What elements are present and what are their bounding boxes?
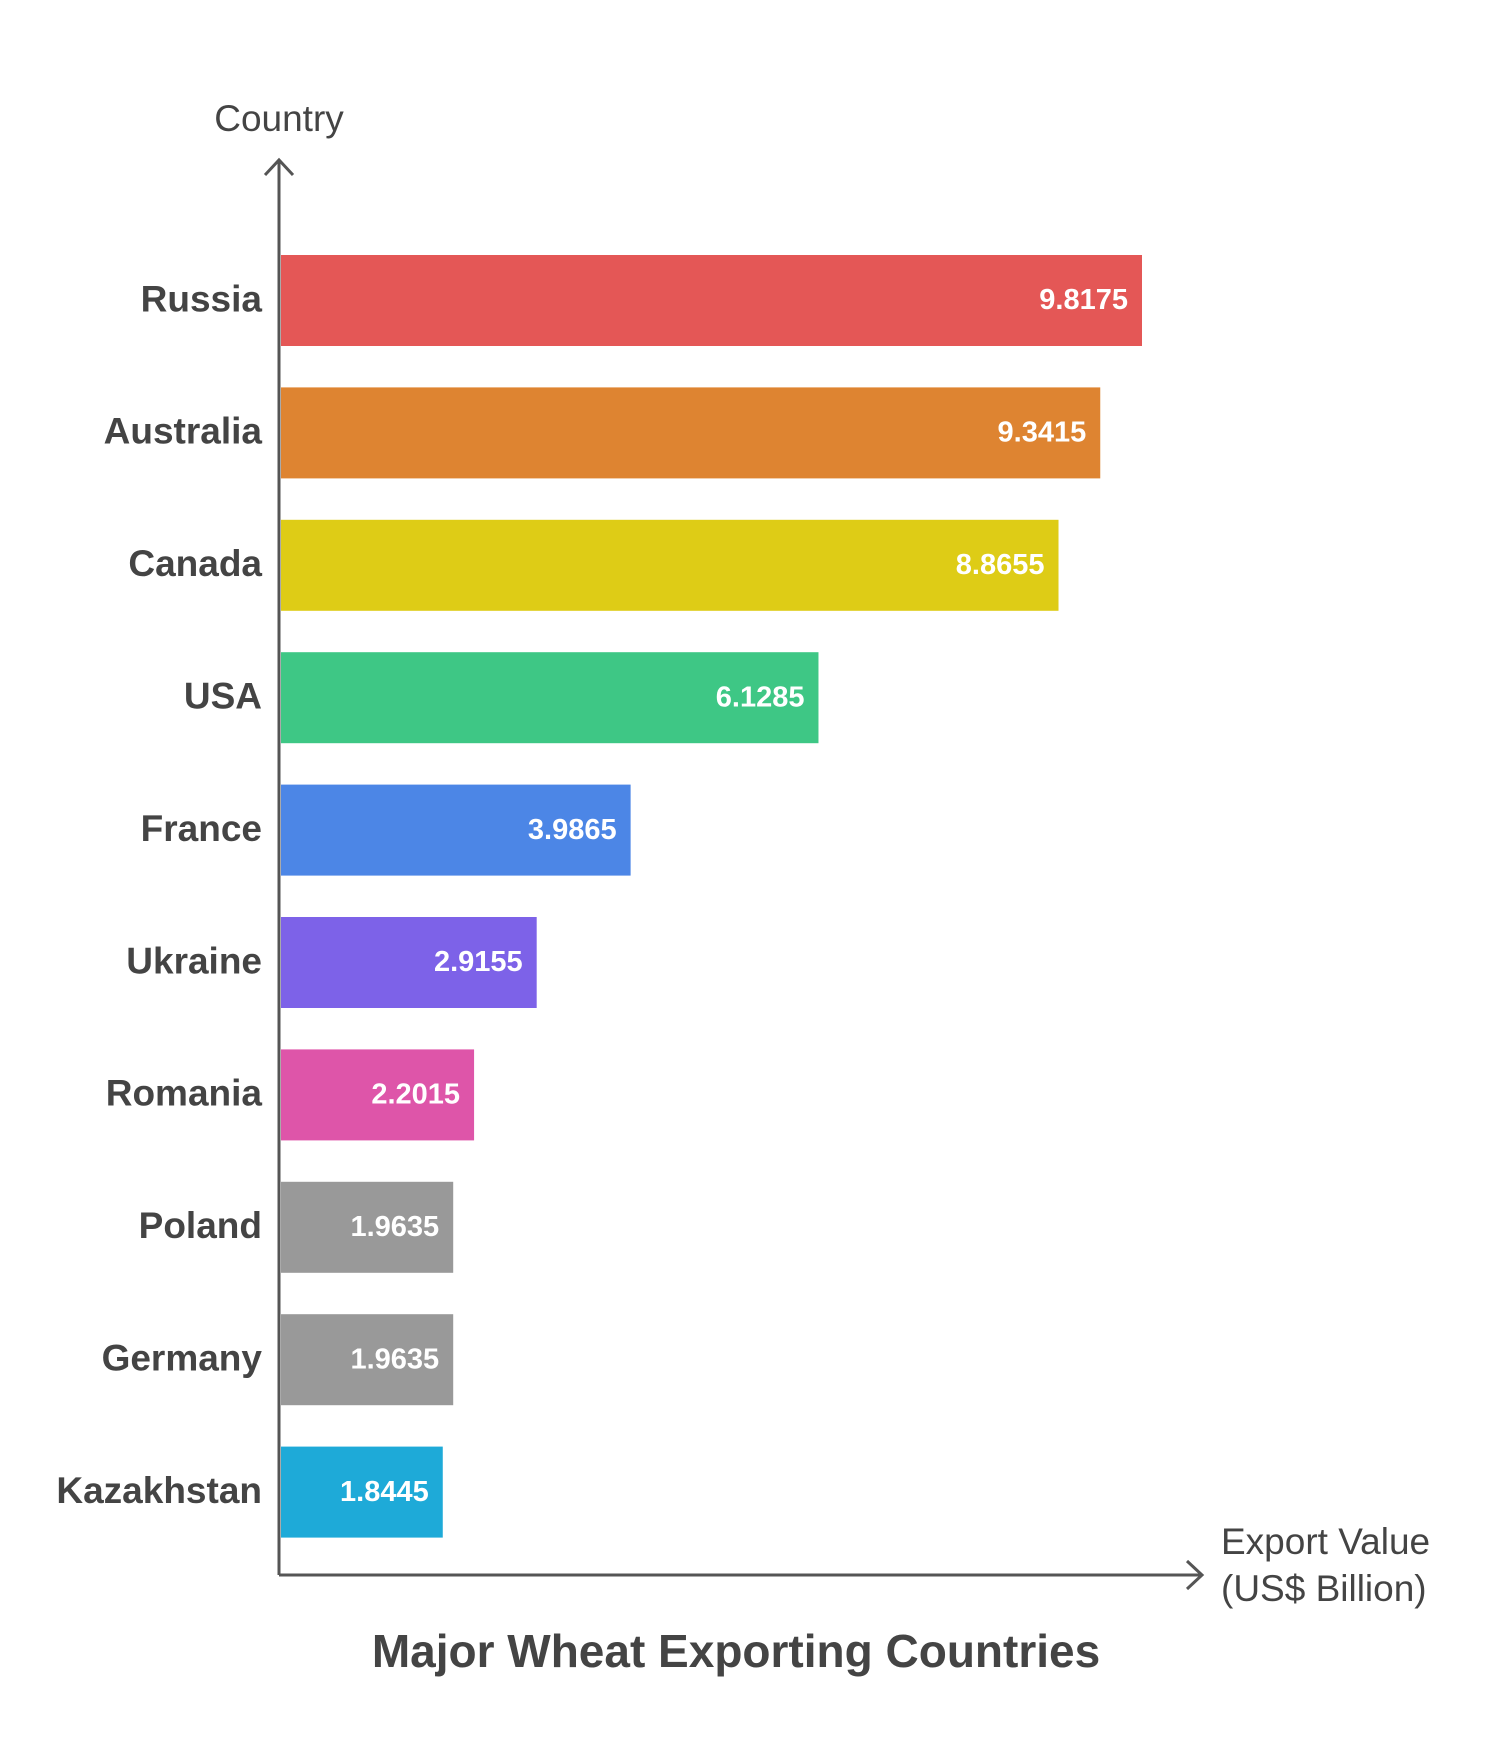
- category-label: Canada: [128, 543, 262, 584]
- category-label: Australia: [104, 411, 263, 452]
- category-label: Poland: [139, 1205, 262, 1246]
- bar: [281, 519, 1059, 611]
- category-label: Germany: [102, 1337, 263, 1378]
- value-label: 9.3415: [998, 417, 1087, 449]
- bar: [281, 1446, 443, 1538]
- bar: [281, 1314, 454, 1406]
- category-label: Ukraine: [126, 940, 262, 981]
- y-axis-label: Country: [214, 98, 344, 139]
- value-label: 1.9635: [350, 1343, 439, 1375]
- bar: [281, 784, 631, 876]
- y-axis-arrow: [263, 157, 295, 177]
- category-label: Kazakhstan: [56, 1470, 262, 1511]
- value-label: 1.9635: [350, 1211, 439, 1243]
- bar: [281, 255, 1142, 346]
- value-label: 3.9865: [528, 814, 617, 846]
- x-axis-arrow: [1185, 1559, 1205, 1591]
- category-label: USA: [184, 675, 262, 716]
- chart-title: Major Wheat Exporting Countries: [372, 1625, 1100, 1677]
- value-label: 9.8175: [1039, 284, 1128, 316]
- category-label: France: [141, 808, 262, 849]
- category-label: Romania: [106, 1073, 263, 1114]
- bar: [281, 652, 819, 744]
- value-label: 2.9155: [434, 946, 523, 978]
- bar: [281, 1049, 475, 1141]
- bar: [281, 1181, 454, 1273]
- value-label: 6.1285: [716, 681, 805, 713]
- x-axis-label: Export Value (US$ Billion): [1221, 1521, 1431, 1609]
- value-label: 1.8445: [340, 1476, 429, 1508]
- category-label: Russia: [141, 278, 263, 319]
- value-label: 2.2015: [371, 1079, 460, 1111]
- bar: [281, 387, 1101, 479]
- value-label: 8.8655: [956, 549, 1045, 581]
- bar: [281, 917, 537, 1008]
